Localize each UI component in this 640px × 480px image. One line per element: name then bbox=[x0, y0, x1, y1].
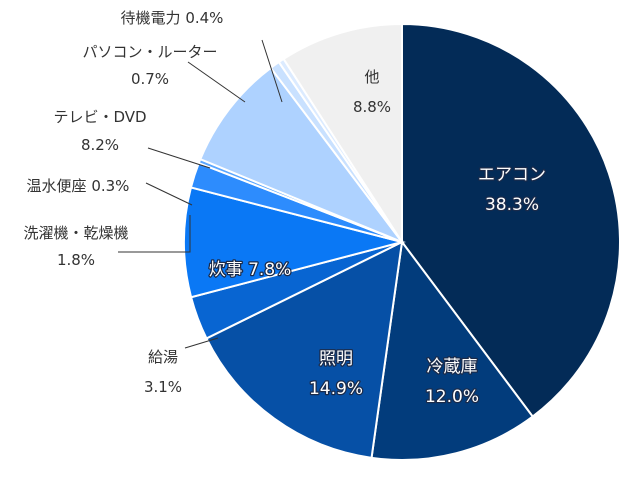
slice-label: 他 bbox=[364, 68, 379, 86]
leader-line bbox=[145, 182, 193, 206]
slice-label: 洗濯機・乾燥機 bbox=[23, 224, 128, 242]
pie-slice bbox=[370, 239, 535, 461]
pie-slice bbox=[282, 22, 403, 246]
slice-value-label: 8.2% bbox=[81, 136, 119, 154]
leader-line bbox=[118, 215, 191, 253]
leader-line bbox=[261, 39, 283, 103]
slice-label: 炊事 7.8% bbox=[209, 260, 292, 280]
slice-label: 給湯 bbox=[148, 348, 178, 366]
slice-label: 冷蔵庫 bbox=[427, 357, 478, 377]
slice-label: 温水便座 0.3% bbox=[27, 177, 130, 195]
pie-slice bbox=[183, 186, 406, 299]
slice-label: パソコン・ルーター bbox=[82, 43, 217, 61]
slice-label: 待機電力 0.4% bbox=[121, 9, 224, 27]
slices-layer bbox=[183, 22, 621, 461]
labels-layer: エアコン 38.3% 冷蔵庫 12.0% 照明 14.9% 給湯 3.1% 炊事 7.8% 洗濯機… bbox=[23, 9, 547, 408]
leader-line bbox=[187, 61, 246, 103]
slice-value-label: 8.8% bbox=[353, 98, 391, 116]
pie-slice bbox=[401, 22, 621, 418]
slice-value-label: 38.3% bbox=[485, 195, 539, 215]
slice-value-label: 14.9% bbox=[309, 379, 363, 399]
slice-label: 照明 bbox=[319, 349, 353, 369]
leader-line bbox=[147, 147, 211, 169]
slice-label: エアコン bbox=[478, 165, 546, 185]
pie-slice bbox=[199, 66, 405, 245]
leader-lines bbox=[118, 39, 283, 349]
slice-value-label: 12.0% bbox=[425, 387, 479, 407]
slice-label: テレビ・DVD bbox=[53, 108, 146, 126]
slice-value-label: 3.1% bbox=[144, 378, 182, 396]
slice-value-label: 1.8% bbox=[57, 251, 95, 269]
leader-line bbox=[184, 337, 219, 349]
pie-slice bbox=[205, 240, 404, 459]
slice-value-label: 0.7% bbox=[131, 70, 169, 88]
